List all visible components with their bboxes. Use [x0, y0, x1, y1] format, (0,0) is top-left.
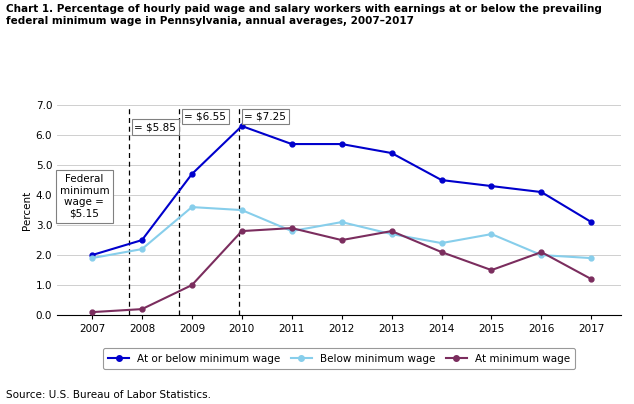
Text: = $6.55: = $6.55 [184, 112, 226, 122]
Legend: At or below minimum wage, Below minimum wage, At minimum wage: At or below minimum wage, Below minimum … [103, 348, 576, 369]
Text: Federal
minimum
wage =
$5.15: Federal minimum wage = $5.15 [60, 174, 109, 219]
Text: = $7.25: = $7.25 [244, 112, 286, 122]
Y-axis label: Percent: Percent [22, 190, 32, 230]
Text: Chart 1. Percentage of hourly paid wage and salary workers with earnings at or b: Chart 1. Percentage of hourly paid wage … [6, 4, 602, 26]
Text: = $5.85: = $5.85 [134, 122, 176, 132]
Text: Source: U.S. Bureau of Labor Statistics.: Source: U.S. Bureau of Labor Statistics. [6, 390, 211, 400]
